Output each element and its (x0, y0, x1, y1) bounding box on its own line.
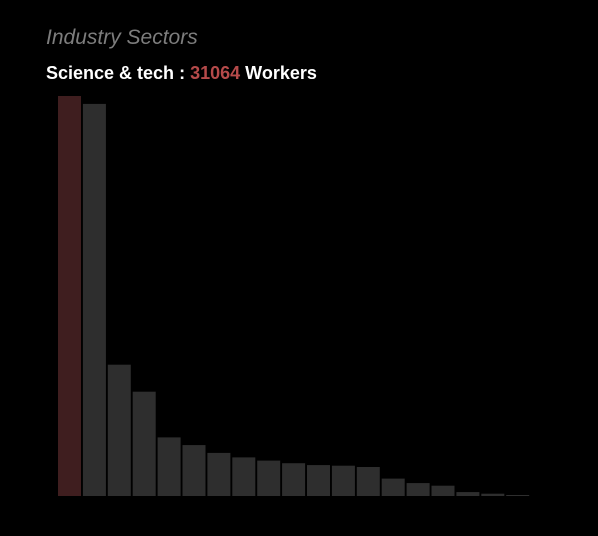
bar[interactable] (132, 391, 156, 496)
bar[interactable] (356, 467, 380, 496)
bar[interactable] (207, 452, 231, 496)
bar[interactable] (456, 492, 480, 496)
bar-series (58, 96, 530, 497)
bar[interactable] (82, 103, 106, 497)
bar[interactable] (431, 485, 455, 496)
bar[interactable] (307, 465, 330, 496)
readout-label: Science & tech (46, 63, 175, 83)
readout-value: 31064 (190, 63, 241, 83)
bar[interactable] (282, 463, 306, 496)
bar[interactable] (481, 493, 505, 496)
bar[interactable] (257, 460, 281, 496)
bar[interactable] (381, 478, 405, 496)
selected-bar-readout: Science & tech : 31064 Workers (46, 63, 317, 84)
chart-title: Industry Sectors (46, 26, 198, 49)
readout-separator: : (179, 63, 186, 83)
bar[interactable] (107, 364, 131, 496)
bar[interactable] (157, 437, 181, 496)
bar[interactable] (58, 96, 81, 496)
bar[interactable] (406, 483, 430, 496)
bar[interactable] (331, 465, 355, 496)
bar[interactable] (182, 445, 206, 496)
bar[interactable] (506, 495, 530, 496)
bar[interactable] (232, 457, 256, 496)
readout-unit: Workers (245, 63, 317, 83)
